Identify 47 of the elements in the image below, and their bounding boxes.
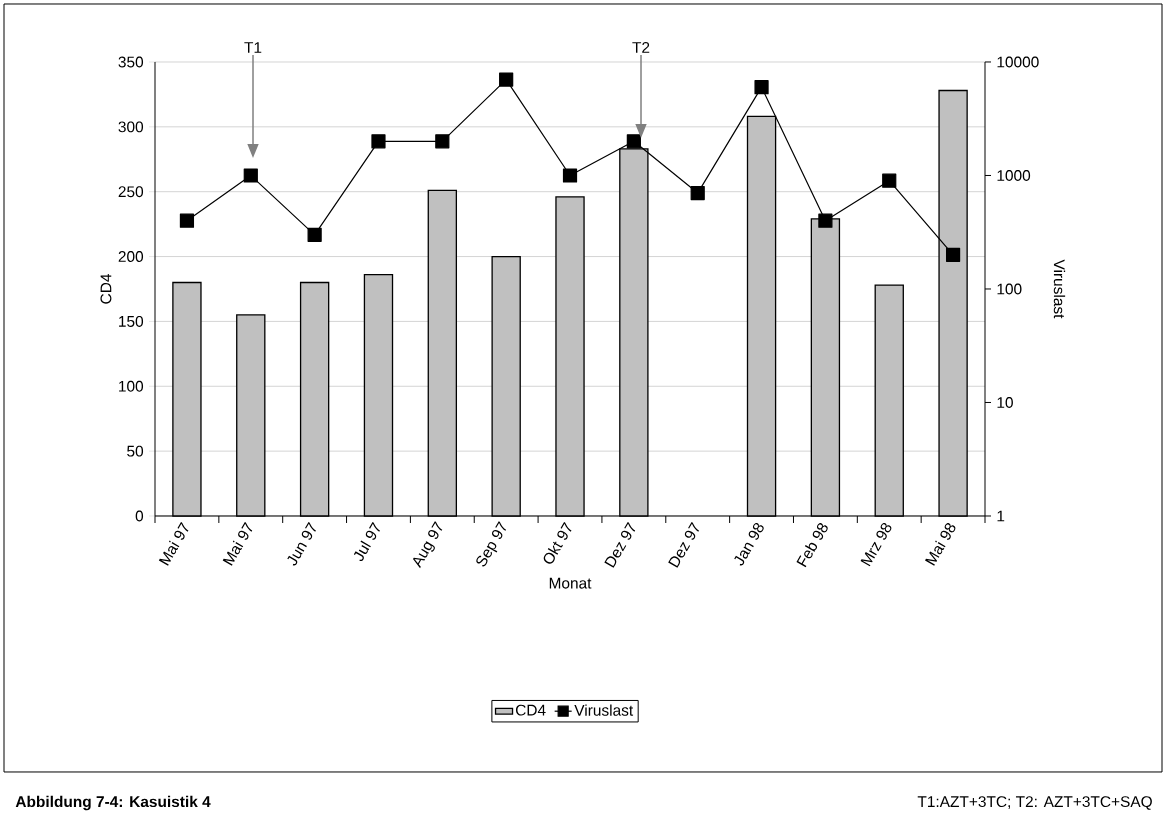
- x-tick-label: Dez 97: [604, 521, 636, 568]
- x-tick-label: Jul 97: [353, 522, 380, 562]
- y-tick-label: 350: [118, 56, 144, 68]
- point: [307, 227, 322, 242]
- text: T1: [244, 42, 262, 53]
- point: [626, 134, 641, 149]
- point: [371, 134, 386, 149]
- x-tick-label: Mai 98: [925, 523, 956, 566]
- y2-axis-title: Viruslast: [1053, 259, 1066, 319]
- x-tick-label: Dez 97: [668, 521, 699, 568]
- y-tick-label: 200: [118, 251, 144, 263]
- point: [882, 173, 897, 188]
- y-tick-label: 250: [118, 186, 144, 198]
- point: [690, 185, 705, 201]
- x-tick-label: Feb 98: [796, 523, 828, 568]
- point: [562, 168, 578, 183]
- y-tick-label: 0: [135, 510, 144, 522]
- y-tick-label: 50: [127, 445, 144, 457]
- point: [945, 247, 961, 262]
- legend-label: CD4: [515, 704, 546, 716]
- y2-tick-label: 100: [997, 283, 1022, 295]
- y-tick-label: 150: [119, 315, 144, 327]
- point: [179, 213, 195, 228]
- text: T2: [632, 42, 650, 53]
- point: [435, 134, 450, 149]
- x-tick-label: Mai 97: [222, 522, 253, 566]
- text: T1:AZT+3TC; T2: AZT+3TC+SAQ: [917, 796, 1152, 810]
- y2-tick-label: 10: [997, 397, 1013, 408]
- point: [754, 80, 769, 95]
- y2-tick-label: 10000: [997, 56, 1039, 68]
- x-tick-label: Okt 97: [543, 522, 572, 564]
- x-tick-label: Jun 97: [287, 521, 316, 566]
- x-axis-title: Monat: [549, 577, 592, 589]
- legend-label: Viruslast: [574, 704, 634, 716]
- x-tick-label: Mai 97: [158, 522, 189, 566]
- x-tick-label: Sep 97: [476, 521, 507, 567]
- point: [499, 72, 514, 87]
- y-tick-label: 300: [118, 121, 144, 133]
- x-tick-label: Jan 98: [734, 522, 764, 566]
- y2-tick-label: 1: [997, 510, 1005, 522]
- y2-tick-label: 1000: [997, 170, 1031, 181]
- y-tick-label: 100: [119, 380, 144, 392]
- text: Abbildung 7-4: Kasuistik 4: [15, 795, 211, 811]
- y-axis-title: CD4: [100, 273, 112, 304]
- point: [818, 213, 833, 228]
- x-tick-label: Mrz 98: [860, 522, 892, 567]
- point: [243, 168, 258, 183]
